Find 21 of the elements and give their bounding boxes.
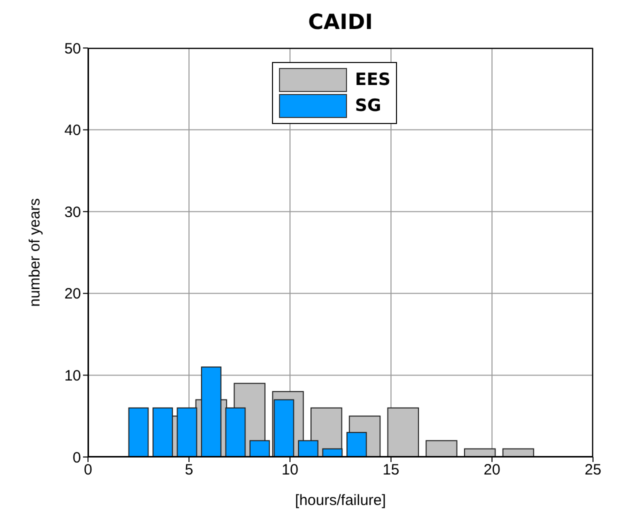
chart-title: CAIDI: [307, 10, 374, 34]
y-tick-label: 20: [64, 286, 81, 303]
y-axis-title: number of years: [26, 198, 44, 307]
x-tick-label: 0: [84, 462, 92, 479]
y-tick-label: 0: [72, 449, 81, 466]
bar: [128, 407, 149, 457]
y-tick-label: 30: [64, 204, 81, 221]
legend-label: SG: [355, 96, 382, 116]
x-tick-label: 15: [382, 462, 400, 479]
y-tick-label: 10: [64, 368, 81, 385]
x-tick-label: 5: [184, 462, 194, 479]
x-tick-label: 20: [484, 462, 500, 479]
bar: [387, 407, 419, 457]
x-tick-label: 10: [282, 462, 298, 479]
y-tick-label: 40: [64, 122, 81, 140]
x-axis-title: [hours/failure]: [295, 492, 386, 509]
y-tick-label: 50: [64, 40, 81, 58]
bar: [426, 440, 458, 457]
legend-label: EES: [355, 70, 390, 90]
x-tick-label: 25: [584, 462, 602, 479]
bar: [152, 407, 173, 457]
